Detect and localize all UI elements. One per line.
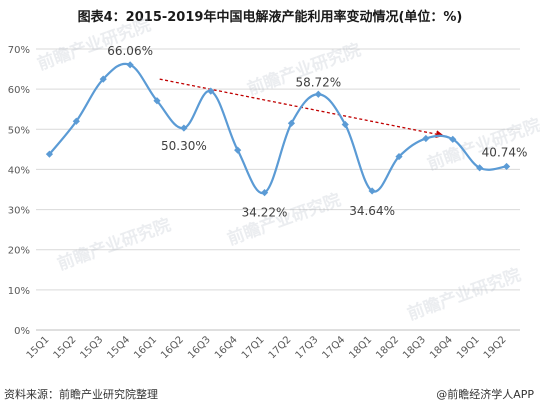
source-note: 资料来源：前瞻产业研究院整理 xyxy=(4,388,158,401)
watermark: 前瞻产业研究院 xyxy=(245,39,364,99)
x-tick-label: 19Q1 xyxy=(455,334,482,361)
x-tick-label: 18Q3 xyxy=(401,334,428,361)
y-axis-ticks: 0% 10% 20% 30% 40% 50% 60% 70% xyxy=(8,45,30,337)
x-tick-label: 17Q2 xyxy=(267,334,294,361)
y-tick-label: 0% xyxy=(14,326,30,337)
data-point xyxy=(476,164,484,172)
y-tick-label: 60% xyxy=(8,85,30,96)
x-tick-label: 17Q1 xyxy=(240,334,267,361)
line-chart: 0% 10% 20% 30% 40% 50% 60% 70% 15Q1 15Q2 15Q3 15Q4… xyxy=(8,14,540,361)
data-point xyxy=(207,87,215,95)
x-tick-label: 16Q3 xyxy=(186,334,213,361)
y-tick-label: 40% xyxy=(8,165,30,176)
data-point xyxy=(341,120,349,129)
data-label: 34.64% xyxy=(349,204,395,218)
x-tick-label: 16Q4 xyxy=(213,334,240,361)
y-tick-label: 70% xyxy=(8,45,30,56)
x-tick-label: 16Q1 xyxy=(132,334,159,361)
data-point xyxy=(234,146,242,154)
data-point xyxy=(153,97,161,105)
grid-lines xyxy=(36,48,520,331)
y-tick-label: 50% xyxy=(8,125,30,136)
x-tick-label: 18Q2 xyxy=(374,334,401,361)
y-tick-label: 30% xyxy=(8,206,30,217)
chart-title: 图表4：2015-2019年中国电解液产能利用率变动情况(单位：%) xyxy=(77,10,463,25)
x-tick-label: 15Q3 xyxy=(78,334,105,361)
series-points xyxy=(45,61,511,197)
data-point xyxy=(502,162,511,171)
y-tick-label: 10% xyxy=(8,286,30,297)
data-point xyxy=(99,75,107,83)
footer: 资料来源：前瞻产业研究院整理 @前瞻经济学人APP xyxy=(0,384,540,408)
x-tick-label: 17Q4 xyxy=(320,334,347,361)
data-label: 34.22% xyxy=(242,206,288,220)
x-tick-label: 15Q2 xyxy=(52,334,79,361)
data-point xyxy=(45,150,54,158)
watermark: 前瞻产业研究院 xyxy=(55,214,174,274)
data-label: 58.72% xyxy=(295,75,341,89)
data-point xyxy=(260,189,269,197)
data-label: 50.30% xyxy=(161,139,207,153)
x-tick-label: 19Q2 xyxy=(482,334,509,361)
data-point xyxy=(180,124,188,132)
x-tick-label: 17Q3 xyxy=(294,334,321,361)
data-point xyxy=(287,119,296,127)
data-label: 66.06% xyxy=(107,44,153,58)
data-point xyxy=(368,187,376,195)
data-point xyxy=(126,61,134,69)
data-point xyxy=(422,134,430,143)
data-point xyxy=(449,135,457,143)
x-tick-label: 16Q2 xyxy=(159,334,186,361)
watermark: 前瞻产业研究院 xyxy=(405,264,524,324)
data-point xyxy=(72,117,80,125)
data-labels: 66.06% 50.30% 34.22% 58.72% 34.64% 40.74% xyxy=(107,44,527,220)
x-tick-label: 15Q4 xyxy=(105,334,132,361)
y-tick-label: 20% xyxy=(8,246,30,257)
brand-credit: @前瞻经济学人APP xyxy=(436,388,534,401)
data-label: 40.74% xyxy=(482,145,528,159)
data-point xyxy=(395,152,403,161)
x-tick-label: 18Q4 xyxy=(428,334,455,361)
x-tick-label: 15Q1 xyxy=(25,334,52,361)
x-tick-label: 18Q1 xyxy=(347,334,374,361)
x-axis-ticks: 15Q1 15Q2 15Q3 15Q4 16Q1 16Q2 16Q3 16Q4 17Q1 17Q2… xyxy=(25,334,509,361)
data-point xyxy=(314,90,322,98)
